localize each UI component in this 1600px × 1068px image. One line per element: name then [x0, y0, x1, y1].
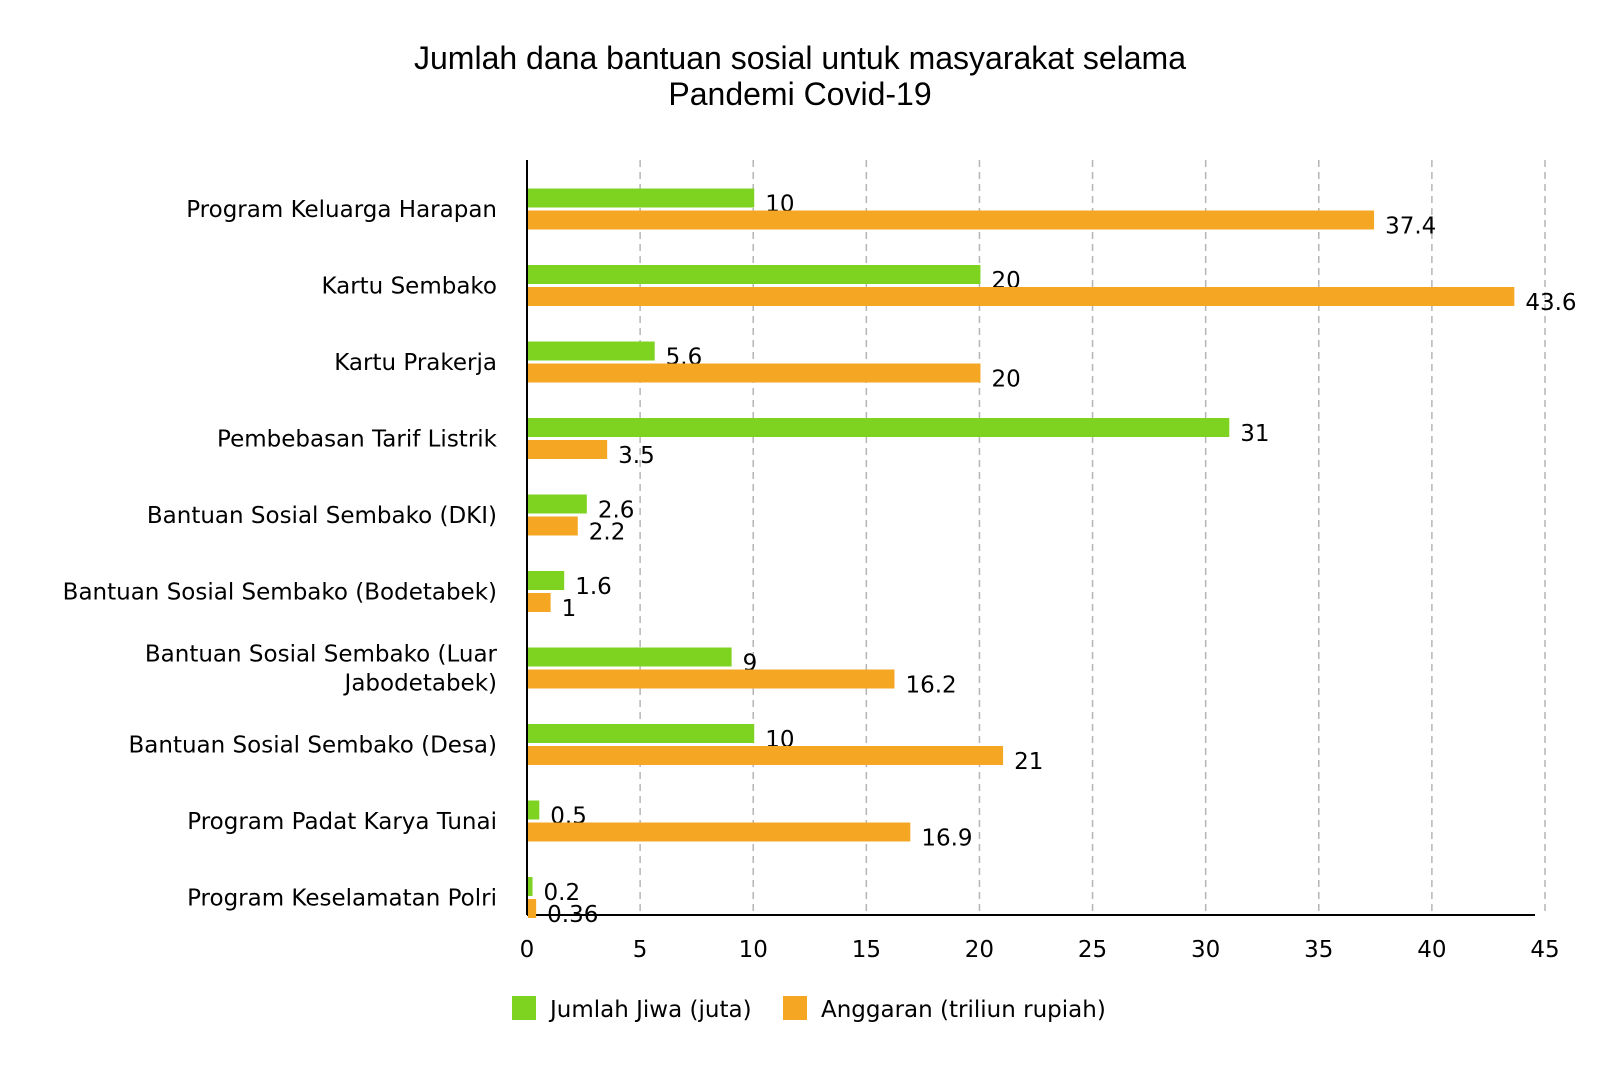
x-tick-label-0: 0: [520, 937, 535, 963]
bar-jiwa: [528, 647, 732, 667]
bar-anggaran: [528, 746, 1004, 765]
bar-anggaran: [528, 440, 608, 459]
x-tick-label-30: 30: [1191, 937, 1220, 963]
data-label: 3.5: [618, 443, 655, 469]
bar-jiwa: [528, 418, 1230, 437]
chart-title-line-1: Jumlah dana bantuan sosial untuk masyara…: [414, 40, 1186, 76]
x-tick-label-45: 45: [1530, 937, 1559, 963]
x-tick-label-5: 5: [633, 937, 648, 963]
data-label: 31: [1240, 421, 1269, 447]
data-label: 0.2: [544, 880, 581, 906]
category-label: Jabodetabek): [343, 671, 497, 697]
data-label: 0.36: [547, 902, 598, 928]
category-label: Pembebasan Tarif Listrik: [217, 427, 498, 453]
bar-jiwa: [528, 494, 587, 514]
category-label: Kartu Prakerja: [334, 350, 497, 376]
bar-jiwa: [528, 724, 755, 743]
bar-jiwa: [528, 571, 565, 590]
data-label: 1.6: [575, 574, 612, 600]
category-label: Program Keluarga Harapan: [186, 197, 497, 223]
bar-jiwa: [528, 800, 540, 820]
bar-anggaran: [528, 287, 1515, 306]
data-label: 16.2: [905, 673, 956, 699]
legend-swatch-anggaran: [783, 996, 807, 1020]
data-label: 2.2: [589, 520, 626, 546]
data-label: 2.6: [598, 498, 635, 524]
legend-swatch-jiwa: [512, 996, 536, 1020]
x-tick-label-25: 25: [1078, 937, 1107, 963]
legend-label-jiwa: Jumlah Jiwa (juta): [548, 997, 752, 1023]
category-label: Kartu Sembako: [321, 274, 497, 300]
bar-jiwa: [528, 265, 981, 284]
data-label: 21: [1014, 749, 1043, 775]
category-label: Program Keselamatan Polri: [187, 886, 497, 912]
x-tick-label-35: 35: [1304, 937, 1333, 963]
bar-anggaran: [528, 669, 895, 689]
x-tick-label-20: 20: [965, 937, 994, 963]
x-tick-label-15: 15: [852, 937, 881, 963]
bar-anggaran: [528, 899, 537, 918]
chart-title-line-2: Pandemi Covid-19: [668, 76, 932, 112]
bar-anggaran: [528, 822, 911, 842]
data-label: 20: [991, 367, 1020, 393]
x-tick-label-40: 40: [1417, 937, 1446, 963]
category-label: Bantuan Sosial Sembako (Luar: [145, 642, 498, 668]
chart-title: Jumlah dana bantuan sosial untuk masyara…: [0, 40, 1600, 112]
bar-jiwa: [528, 341, 655, 361]
category-label: Bantuan Sosial Sembako (Desa): [129, 733, 497, 759]
bar-anggaran: [528, 363, 981, 383]
category-label: Bantuan Sosial Sembako (Bodetabek): [63, 580, 497, 606]
data-label: 43.6: [1525, 290, 1576, 316]
bar-anggaran: [528, 516, 578, 536]
data-label: 16.9: [921, 826, 972, 852]
category-label: Bantuan Sosial Sembako (DKI): [147, 503, 497, 529]
x-tick-label-10: 10: [739, 937, 768, 963]
bar-jiwa: [528, 188, 755, 208]
data-label: 37.4: [1385, 214, 1436, 240]
legend-label-anggaran: Anggaran (triliun rupiah): [821, 997, 1106, 1023]
bar-jiwa: [528, 877, 533, 896]
bar-anggaran: [528, 210, 1375, 230]
category-label: Program Padat Karya Tunai: [187, 809, 497, 835]
data-label: 1: [562, 596, 577, 622]
bar-anggaran: [528, 593, 551, 612]
